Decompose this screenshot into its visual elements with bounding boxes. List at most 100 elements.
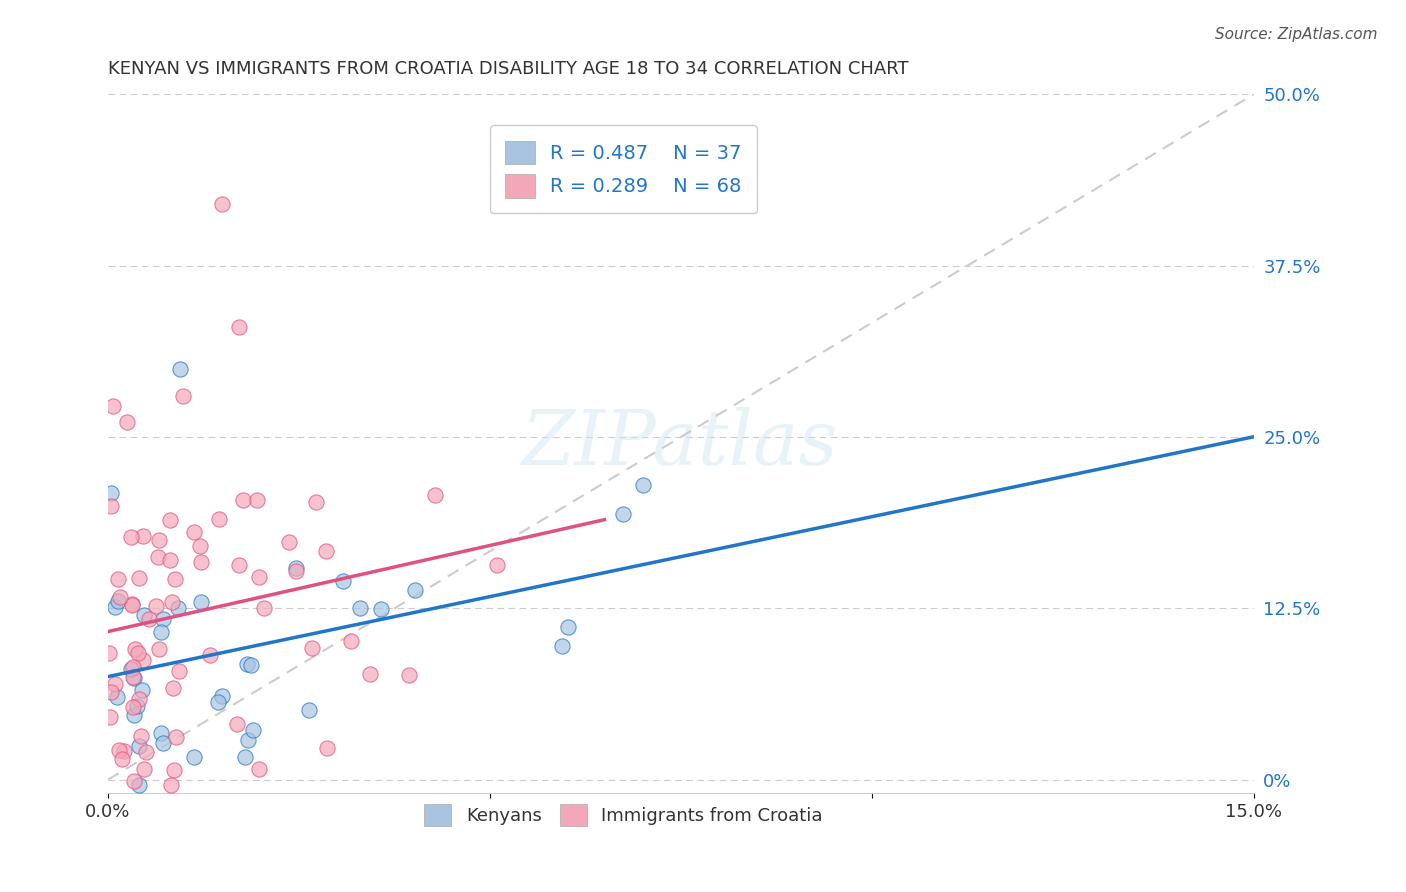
Point — [122, 707, 145, 722]
Point — [551, 639, 574, 653]
Point — [247, 762, 270, 776]
Point — [190, 595, 212, 609]
Point — [163, 572, 186, 586]
Point — [165, 730, 187, 744]
Point — [97, 646, 120, 660]
Point — [121, 597, 143, 611]
Point — [160, 595, 183, 609]
Point — [148, 533, 170, 547]
Point — [207, 695, 229, 709]
Point — [115, 415, 138, 429]
Point — [167, 665, 190, 679]
Point — [304, 495, 326, 509]
Point — [226, 717, 249, 731]
Point — [316, 741, 339, 756]
Point — [423, 488, 446, 502]
Point — [238, 732, 260, 747]
Point — [134, 608, 156, 623]
Point — [247, 570, 270, 584]
Point — [285, 561, 308, 575]
Point — [135, 745, 157, 759]
Point — [349, 601, 371, 615]
Point — [129, 729, 152, 743]
Point — [246, 493, 269, 508]
Point — [127, 646, 149, 660]
Point — [183, 750, 205, 764]
Point — [98, 710, 121, 724]
Point — [131, 653, 153, 667]
Point — [211, 197, 233, 211]
Point — [228, 320, 250, 334]
Point — [160, 778, 183, 792]
Point — [107, 743, 129, 757]
Point — [159, 553, 181, 567]
Point — [122, 660, 145, 674]
Point — [169, 361, 191, 376]
Point — [152, 736, 174, 750]
Point — [122, 670, 145, 684]
Point — [149, 625, 172, 640]
Point — [208, 512, 231, 526]
Point — [631, 478, 654, 492]
Point — [277, 534, 299, 549]
Point — [105, 690, 128, 705]
Point — [162, 681, 184, 696]
Point — [121, 700, 143, 714]
Point — [111, 752, 134, 766]
Point — [121, 598, 143, 612]
Point — [236, 657, 259, 672]
Point — [239, 657, 262, 672]
Point — [101, 400, 124, 414]
Point — [404, 582, 426, 597]
Point — [485, 558, 508, 573]
Point — [315, 544, 337, 558]
Point — [398, 668, 420, 682]
Point — [159, 513, 181, 527]
Point — [138, 611, 160, 625]
Point — [146, 549, 169, 564]
Point — [340, 634, 363, 648]
Point — [242, 723, 264, 737]
Point — [128, 571, 150, 585]
Legend: Kenyans, Immigrants from Croatia: Kenyans, Immigrants from Croatia — [418, 797, 830, 833]
Point — [253, 600, 276, 615]
Text: ZIPatlas: ZIPatlas — [523, 407, 839, 481]
Point — [128, 692, 150, 706]
Point — [233, 750, 256, 764]
Point — [100, 499, 122, 513]
Text: Source: ZipAtlas.com: Source: ZipAtlas.com — [1215, 27, 1378, 42]
Point — [120, 530, 142, 544]
Point — [370, 602, 392, 616]
Point — [612, 507, 634, 521]
Point — [198, 648, 221, 663]
Point — [188, 539, 211, 553]
Point — [104, 599, 127, 614]
Point — [107, 572, 129, 586]
Point — [359, 667, 381, 681]
Point — [122, 672, 145, 686]
Point — [132, 529, 155, 543]
Point — [104, 676, 127, 690]
Text: KENYAN VS IMMIGRANTS FROM CROATIA DISABILITY AGE 18 TO 34 CORRELATION CHART: KENYAN VS IMMIGRANTS FROM CROATIA DISABI… — [108, 60, 908, 78]
Point — [298, 703, 321, 717]
Point — [125, 698, 148, 713]
Point — [162, 763, 184, 777]
Point — [211, 689, 233, 703]
Point — [122, 773, 145, 788]
Point — [149, 725, 172, 739]
Point — [183, 524, 205, 539]
Point — [120, 663, 142, 677]
Point — [228, 558, 250, 572]
Point — [285, 564, 308, 578]
Point — [124, 642, 146, 657]
Point — [107, 593, 129, 607]
Point — [232, 493, 254, 508]
Point — [100, 485, 122, 500]
Point — [131, 683, 153, 698]
Point — [100, 685, 122, 699]
Point — [173, 389, 195, 403]
Point — [128, 739, 150, 754]
Point — [128, 779, 150, 793]
Point — [145, 599, 167, 613]
Point — [557, 620, 579, 634]
